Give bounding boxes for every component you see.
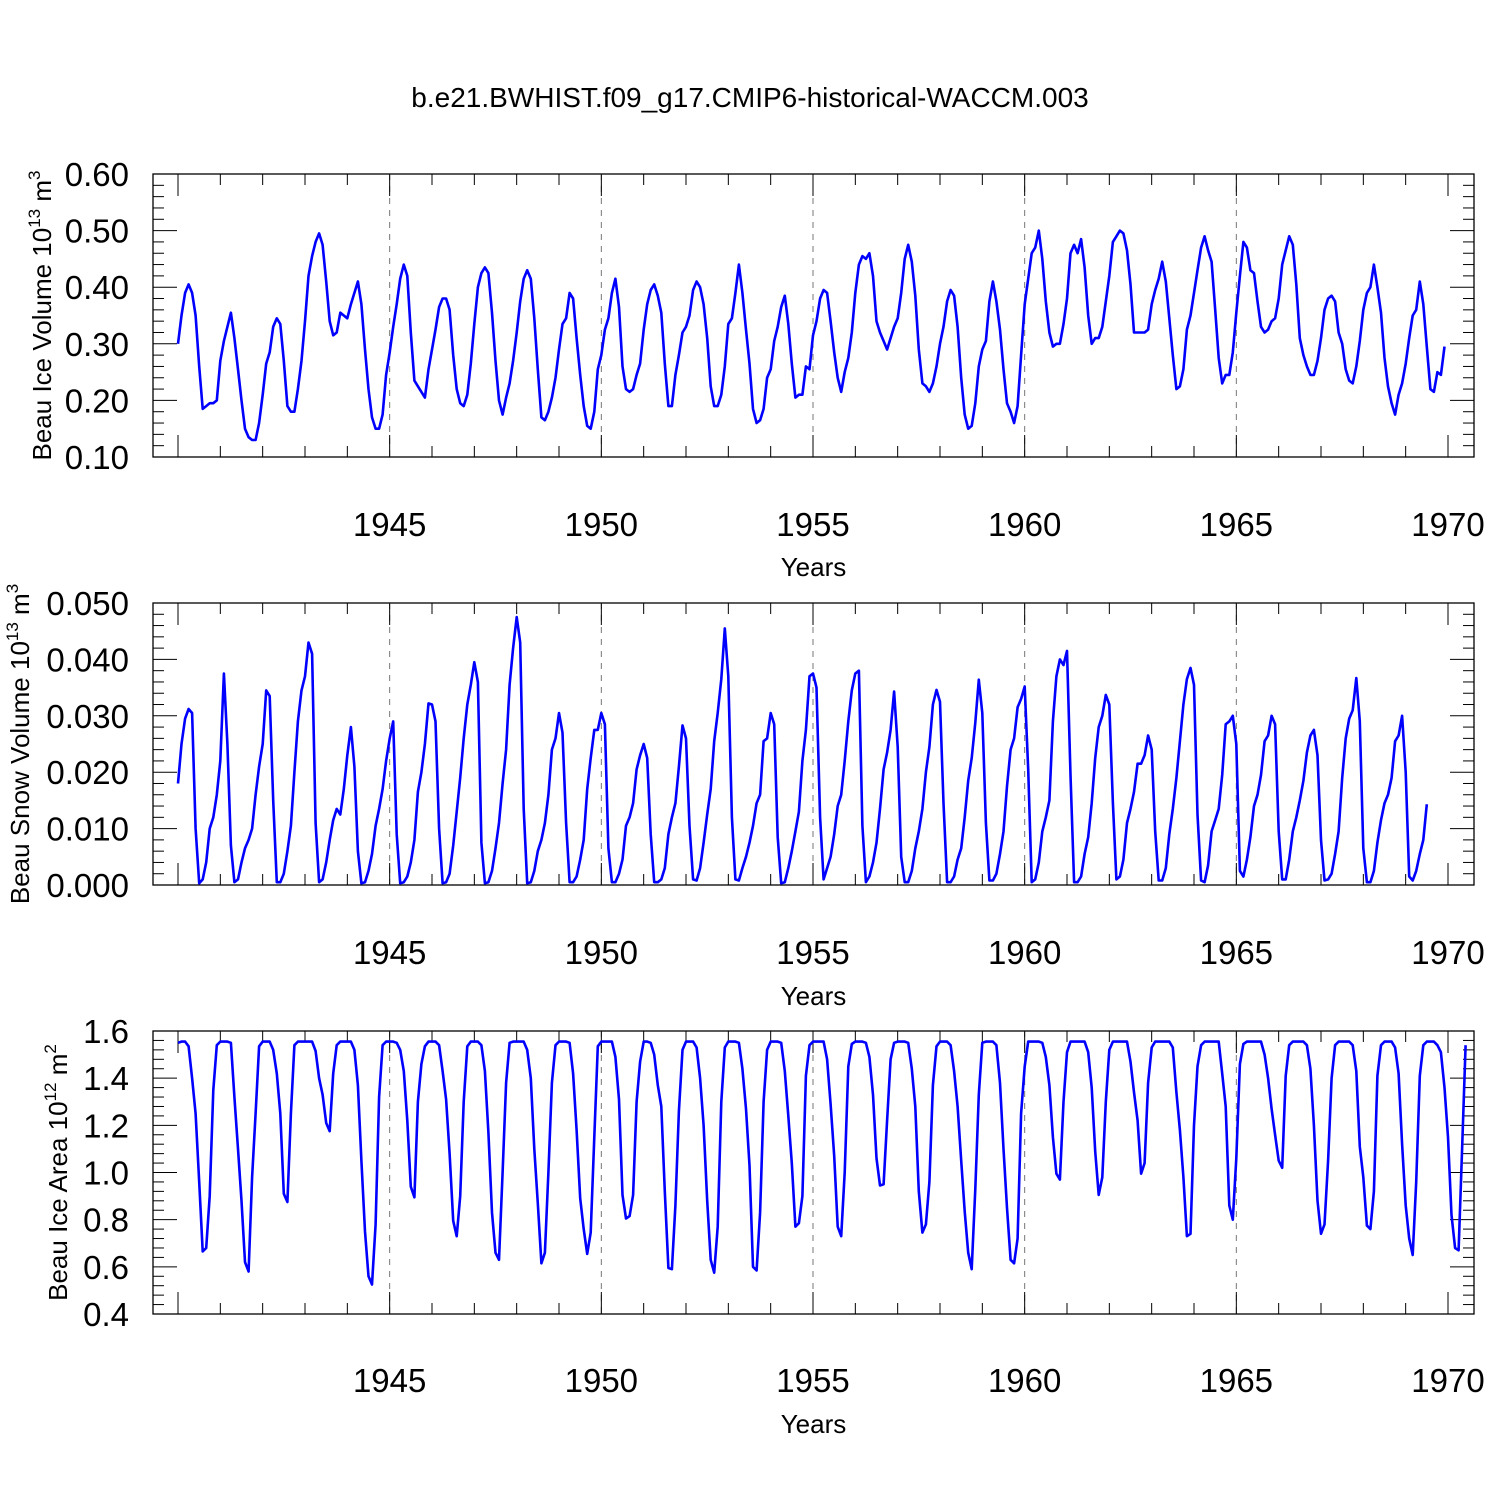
y-tick-label: 0.20: [65, 382, 129, 419]
y-tick-label: 0.030: [46, 698, 129, 735]
panel-snow-volume: 1945 1950 1955 1960 1965 1970 Years 0.000 0.010 0…: [3, 584, 1485, 1011]
x-tick-label: 1955: [776, 1362, 849, 1399]
x-tick-label: 1955: [776, 506, 849, 543]
x-axis-title: Years: [781, 981, 847, 1011]
panel-ice-area: 1945 1950 1955 1960 1965 1970 Years 0.4 0.6 0.8 1.…: [41, 1013, 1485, 1439]
y-tick-label: 0.8: [83, 1202, 129, 1239]
y-tick-label: 0.050: [46, 585, 129, 622]
x-tick-label: 1970: [1411, 934, 1484, 971]
series-line: [177, 1040, 1467, 1286]
x-tick-label: 1965: [1200, 506, 1273, 543]
y-tick-label: 0.40: [65, 269, 129, 306]
y-tick-label: 0.010: [46, 811, 129, 848]
x-tick-label: 1945: [353, 506, 426, 543]
panel-ice-volume: 1945 1950 1955 1960 1965 1970 Years 0.10 0.20 0.3…: [25, 156, 1485, 582]
x-tick-label: 1945: [353, 1362, 426, 1399]
x-tick-label: 1965: [1200, 934, 1273, 971]
x-tick-label: 1960: [988, 1362, 1061, 1399]
series-line: [176, 615, 1429, 885]
x-tick-label: 1950: [565, 1362, 638, 1399]
x-axis-title: Years: [781, 552, 847, 582]
x-tick-label: 1950: [565, 506, 638, 543]
x-tick-label: 1965: [1200, 1362, 1273, 1399]
x-tick-label: 1950: [565, 934, 638, 971]
y-tick-label: 1.0: [83, 1155, 129, 1192]
y-tick-label: 1.4: [83, 1060, 129, 1097]
series-line: [176, 229, 1446, 442]
y-tick-label: 0.60: [65, 156, 129, 193]
y-tick-label: 0.040: [46, 641, 129, 678]
x-tick-label: 1970: [1411, 1362, 1484, 1399]
y-tick-label: 0.10: [65, 439, 129, 476]
y-tick-label: 0.50: [65, 213, 129, 250]
y-tick-label: 1.2: [83, 1107, 129, 1144]
x-axis-title: Years: [781, 1409, 847, 1439]
y-axis-title: Beau Ice Volume 1013 m3: [25, 171, 57, 461]
x-tick-label: 1960: [988, 934, 1061, 971]
y-tick-label: 0.4: [83, 1296, 129, 1333]
y-tick-label: 0.6: [83, 1249, 129, 1286]
x-tick-label: 1945: [353, 934, 426, 971]
x-tick-label: 1960: [988, 506, 1061, 543]
y-axis-title: Beau Ice Area 1012 m2: [41, 1044, 73, 1301]
x-tick-label: 1970: [1411, 506, 1484, 543]
chart-title: b.e21.BWHIST.f09_g17.CMIP6-historical-WA…: [411, 82, 1089, 113]
y-tick-label: 1.6: [83, 1013, 129, 1050]
y-tick-label: 0.020: [46, 754, 129, 791]
y-tick-label: 0.000: [46, 867, 129, 904]
x-tick-label: 1955: [776, 934, 849, 971]
y-axis-title: Beau Snow Volume 1013 m3: [3, 584, 35, 904]
y-tick-label: 0.30: [65, 326, 129, 363]
